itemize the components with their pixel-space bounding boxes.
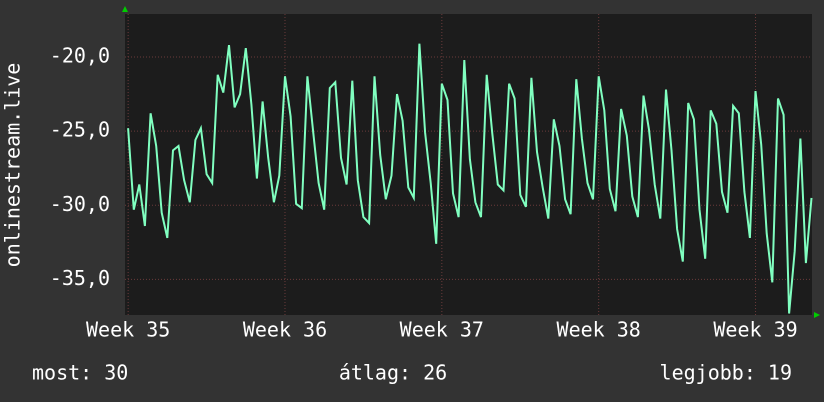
y-axis-label: onlinestream.live	[1, 63, 25, 268]
y-tick-label: -30,0	[50, 192, 110, 216]
stat-best: legjobb: 19	[660, 361, 792, 385]
stat-average: átlag: 26	[339, 361, 447, 385]
y-tick-label: -35,0	[50, 266, 110, 290]
data-line	[127, 43, 813, 314]
x-tick-label: Week 37	[400, 318, 484, 342]
x-tick-label: Week 35	[86, 318, 170, 342]
axis-arrow	[122, 6, 128, 12]
x-tick-label: Week 39	[713, 318, 797, 342]
y-tick-label: -25,0	[50, 118, 110, 142]
x-tick-label: Week 36	[243, 318, 327, 342]
y-tick-label: -20,0	[50, 44, 110, 68]
stat-current: most: 30	[32, 361, 128, 385]
axis-arrow	[814, 312, 820, 318]
x-tick-label: Week 38	[557, 318, 641, 342]
